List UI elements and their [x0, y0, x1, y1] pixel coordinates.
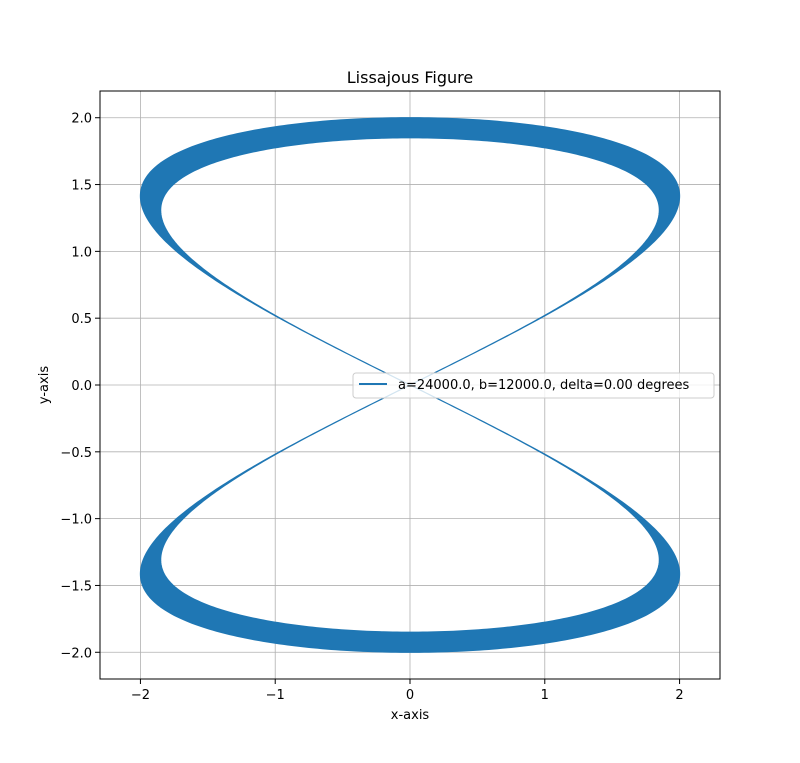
y-tick-label: 0.5: [71, 312, 92, 327]
x-tick-label: 1: [541, 688, 549, 703]
x-tick-label: 0: [406, 688, 414, 703]
x-tick-label: −1: [266, 688, 285, 703]
y-tick-label: 1.5: [71, 179, 92, 194]
legend: a=24000.0, b=12000.0, delta=0.00 degrees: [352, 372, 715, 399]
y-tick-label: 2.0: [71, 112, 92, 127]
y-tick-label: −0.5: [60, 446, 92, 461]
y-axis-label: y-axis: [37, 366, 52, 404]
y-tick-label: −1.0: [60, 513, 92, 528]
chart-title: Lissajous Figure: [347, 68, 473, 87]
y-tick-label: 0.0: [71, 379, 92, 394]
y-tick-label: 1.0: [71, 245, 92, 260]
y-tick-label: −2.0: [60, 646, 92, 661]
legend-box: [352, 372, 715, 399]
x-ticks: −2 −1 0 1 2: [131, 679, 684, 703]
y-ticks: 2.0 1.5 1.0 0.5 0.0 −0.5 −1.0 −1.5 −2.0: [60, 112, 100, 661]
x-tick-label: 2: [675, 688, 683, 703]
x-axis-label: x-axis: [391, 708, 430, 723]
legend-entry: a=24000.0, b=12000.0, delta=0.00 degrees: [398, 378, 690, 393]
x-tick-label: −2: [131, 688, 150, 703]
y-tick-label: −1.5: [60, 579, 92, 594]
